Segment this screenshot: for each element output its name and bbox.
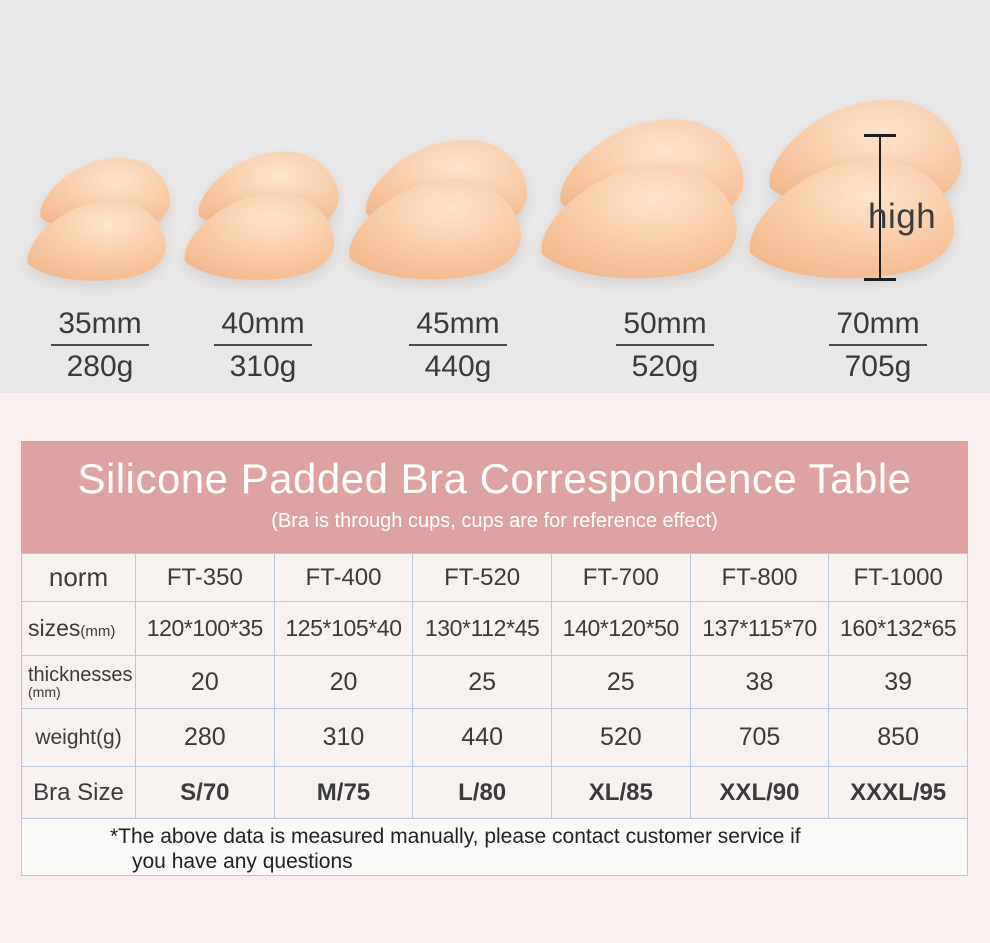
pad-height-value: 35mm: [51, 306, 149, 346]
row-label-sizes: sizes(mm): [21, 601, 136, 656]
pad-weight-value: 310g: [229, 350, 297, 383]
norm-cell: FT-700: [550, 553, 691, 602]
sizes-cell: 160*132*65: [828, 601, 968, 656]
row-label-text: sizes: [28, 615, 81, 641]
silicone-pad-icon: [25, 192, 169, 285]
thickness-cell: 25: [412, 655, 552, 709]
weight-cell: 520: [550, 708, 691, 767]
thickness-cell: 38: [689, 655, 830, 709]
bra-size-cell: L/80: [412, 766, 552, 819]
size-label-70mm: 70mm 705g: [813, 306, 943, 385]
table-subtitle: (Bra is through cups, cups are for refer…: [271, 510, 718, 532]
row-label-norm: norm: [21, 553, 136, 602]
footnote-cell: *The above data is measured manually, pl…: [21, 818, 968, 876]
table-header-banner: Silicone Padded Bra Correspondence Table…: [21, 441, 968, 553]
height-annotation-label: high: [868, 197, 937, 236]
pad-weight-value: 280g: [66, 350, 134, 383]
breast-pad-pair-35mm: [25, 150, 173, 285]
breast-pad-pair-50mm: [538, 108, 747, 285]
thickness-cell: 25: [550, 655, 691, 709]
weight-cell: 440: [412, 708, 552, 767]
weight-cell: 280: [135, 708, 275, 767]
table-row-bra-size: Bra Size S/70 M/75 L/80 XL/85 XXL/90 XXX…: [21, 766, 968, 819]
sizes-cell: 125*105*40: [273, 601, 414, 656]
thickness-cell: 20: [273, 655, 414, 709]
table-title: Silicone Padded Bra Correspondence Table: [77, 455, 912, 502]
breast-pad-pair-45mm: [346, 130, 530, 285]
table-footnote-row: *The above data is measured manually, pl…: [21, 818, 968, 876]
row-label-weight: weight(g): [21, 708, 136, 767]
norm-cell: FT-800: [689, 553, 830, 602]
pad-weight-value: 705g: [844, 350, 912, 383]
norm-cell: FT-400: [273, 553, 414, 602]
weight-cell: 310: [273, 708, 414, 767]
thickness-cell: 39: [828, 655, 968, 709]
row-label-unit: (mm): [28, 683, 61, 700]
correspondence-table-card: Silicone Padded Bra Correspondence Table…: [21, 441, 968, 876]
sizes-cell: 130*112*45: [412, 601, 552, 656]
breast-pad-pair-70mm: [746, 88, 965, 285]
bra-size-cell: S/70: [135, 766, 275, 819]
pad-height-value: 50mm: [616, 306, 714, 346]
product-photo-section: high 35mm 280g 40mm 310g 45mm 440g 50mm …: [0, 0, 990, 393]
weight-cell: 705: [689, 708, 830, 767]
bra-size-cell: XXL/90: [689, 766, 830, 819]
pad-weight-value: 440g: [424, 350, 492, 383]
pad-height-value: 70mm: [829, 306, 927, 346]
silicone-pad-icon: [182, 184, 337, 285]
breast-pad-pair-40mm: [182, 143, 342, 285]
row-label-bra-size: Bra Size: [21, 766, 136, 819]
sizes-cell: 140*120*50: [550, 601, 691, 656]
thickness-cell: 20: [135, 655, 275, 709]
bra-size-cell: XL/85: [550, 766, 691, 819]
bra-size-cell: XXXL/95: [828, 766, 968, 819]
measure-cap-top: [864, 134, 896, 137]
norm-cell: FT-350: [135, 553, 275, 602]
norm-cell: FT-520: [412, 553, 552, 602]
size-label-40mm: 40mm 310g: [198, 306, 328, 385]
sizes-cell: 120*100*35: [135, 601, 275, 656]
weight-cell: 850: [828, 708, 968, 767]
row-label-thicknesses: thicknesses (mm): [21, 655, 136, 709]
row-label-text: thicknesses: [28, 663, 133, 686]
measure-line-icon: [879, 136, 881, 280]
sizes-cell: 137*115*70: [689, 601, 830, 656]
pad-weight-value: 520g: [631, 350, 699, 383]
size-label-45mm: 45mm 440g: [393, 306, 523, 385]
table-row-weight: weight(g) 280 310 440 520 705 850: [21, 708, 968, 767]
row-label-unit: (mm): [80, 623, 116, 640]
pad-height-value: 40mm: [214, 306, 312, 346]
table-row-thicknesses: thicknesses (mm) 20 20 25 25 38 39: [21, 655, 968, 709]
bra-size-cell: M/75: [273, 766, 414, 819]
norm-cell: FT-1000: [828, 553, 968, 602]
silicone-pad-icon: [538, 153, 741, 285]
pad-height-value: 45mm: [409, 306, 507, 346]
silicone-pad-icon: [346, 169, 524, 285]
size-label-50mm: 50mm 520g: [600, 306, 730, 385]
footnote-line-1: *The above data is measured manually, pl…: [110, 825, 801, 848]
footnote-line-2: you have any questions: [132, 850, 353, 873]
measure-cap-bottom: [864, 278, 896, 281]
table-row-sizes: sizes(mm) 120*100*35 125*105*40 130*112*…: [21, 601, 968, 656]
size-label-35mm: 35mm 280g: [35, 306, 165, 385]
table-row-norm: norm FT-350 FT-400 FT-520 FT-700 FT-800 …: [21, 553, 968, 602]
silicone-pad-icon: [746, 147, 958, 285]
size-correspondence-table: norm FT-350 FT-400 FT-520 FT-700 FT-800 …: [21, 553, 968, 876]
